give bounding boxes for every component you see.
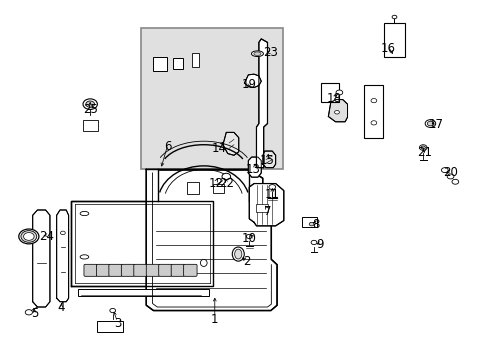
Ellipse shape: [86, 101, 94, 107]
Bar: [141, 28, 282, 170]
Ellipse shape: [441, 168, 447, 172]
Polygon shape: [244, 74, 261, 87]
Bar: [172, 58, 183, 69]
Ellipse shape: [310, 240, 316, 244]
Ellipse shape: [110, 309, 115, 312]
Ellipse shape: [391, 15, 396, 19]
Text: 7: 7: [263, 205, 271, 218]
Ellipse shape: [447, 174, 453, 179]
FancyBboxPatch shape: [171, 264, 184, 276]
Text: 23: 23: [263, 46, 278, 59]
Text: 21: 21: [416, 146, 431, 159]
Bar: [78, 289, 208, 296]
Text: 17: 17: [428, 118, 443, 131]
Text: 4: 4: [58, 301, 65, 314]
FancyBboxPatch shape: [183, 264, 197, 276]
Ellipse shape: [335, 90, 342, 95]
Text: 24: 24: [40, 230, 55, 243]
Bar: [302, 217, 317, 226]
Ellipse shape: [370, 99, 376, 103]
FancyBboxPatch shape: [96, 264, 110, 276]
Polygon shape: [328, 100, 347, 122]
Polygon shape: [262, 151, 275, 168]
FancyBboxPatch shape: [109, 264, 122, 276]
Text: 2: 2: [243, 255, 250, 267]
Text: 18: 18: [326, 93, 341, 105]
Bar: [213, 184, 224, 193]
Text: 19: 19: [241, 78, 256, 91]
Ellipse shape: [246, 234, 252, 239]
Ellipse shape: [21, 231, 37, 242]
Polygon shape: [256, 39, 267, 168]
Polygon shape: [57, 210, 68, 302]
Text: 6: 6: [164, 140, 171, 153]
FancyBboxPatch shape: [146, 264, 160, 276]
Text: 22: 22: [218, 177, 233, 190]
Bar: [82, 120, 98, 131]
Polygon shape: [146, 170, 277, 311]
Ellipse shape: [268, 185, 275, 189]
Text: 9: 9: [316, 238, 324, 251]
Bar: [153, 57, 166, 71]
Ellipse shape: [25, 310, 32, 315]
Text: 14: 14: [212, 142, 226, 155]
Ellipse shape: [334, 111, 339, 114]
Polygon shape: [248, 157, 261, 177]
Bar: [384, 23, 404, 57]
Text: 15: 15: [260, 154, 274, 167]
Ellipse shape: [234, 249, 242, 259]
Ellipse shape: [253, 52, 261, 55]
Bar: [186, 182, 199, 194]
Ellipse shape: [420, 146, 425, 149]
Polygon shape: [33, 210, 50, 307]
Text: 8: 8: [312, 217, 320, 231]
Text: 25: 25: [82, 103, 98, 116]
Ellipse shape: [451, 179, 458, 184]
Bar: [256, 204, 268, 212]
Ellipse shape: [19, 229, 39, 244]
Ellipse shape: [419, 145, 426, 150]
Bar: [364, 85, 383, 138]
FancyBboxPatch shape: [121, 264, 135, 276]
FancyBboxPatch shape: [84, 264, 97, 276]
Ellipse shape: [80, 211, 89, 216]
Polygon shape: [223, 132, 238, 155]
Text: 16: 16: [380, 42, 395, 55]
Polygon shape: [249, 184, 283, 226]
Bar: [191, 53, 199, 67]
Text: 12: 12: [208, 177, 223, 190]
Ellipse shape: [232, 247, 244, 261]
Text: 3: 3: [114, 318, 121, 330]
FancyBboxPatch shape: [134, 264, 147, 276]
Ellipse shape: [427, 121, 433, 126]
Ellipse shape: [61, 231, 65, 235]
Text: 11: 11: [264, 188, 279, 201]
Ellipse shape: [308, 222, 313, 226]
Ellipse shape: [83, 99, 97, 109]
Text: 5: 5: [31, 307, 38, 320]
Ellipse shape: [80, 255, 89, 259]
Ellipse shape: [200, 259, 207, 266]
Ellipse shape: [222, 173, 230, 180]
Bar: [97, 321, 123, 332]
Text: 20: 20: [442, 166, 457, 179]
Polygon shape: [71, 201, 213, 286]
Ellipse shape: [370, 121, 376, 125]
Ellipse shape: [23, 233, 34, 240]
Bar: [321, 83, 339, 102]
Ellipse shape: [251, 51, 263, 57]
Ellipse shape: [424, 120, 435, 127]
Text: 10: 10: [242, 232, 256, 245]
Text: 1: 1: [211, 313, 218, 326]
FancyBboxPatch shape: [159, 264, 172, 276]
Text: 13: 13: [245, 163, 260, 176]
